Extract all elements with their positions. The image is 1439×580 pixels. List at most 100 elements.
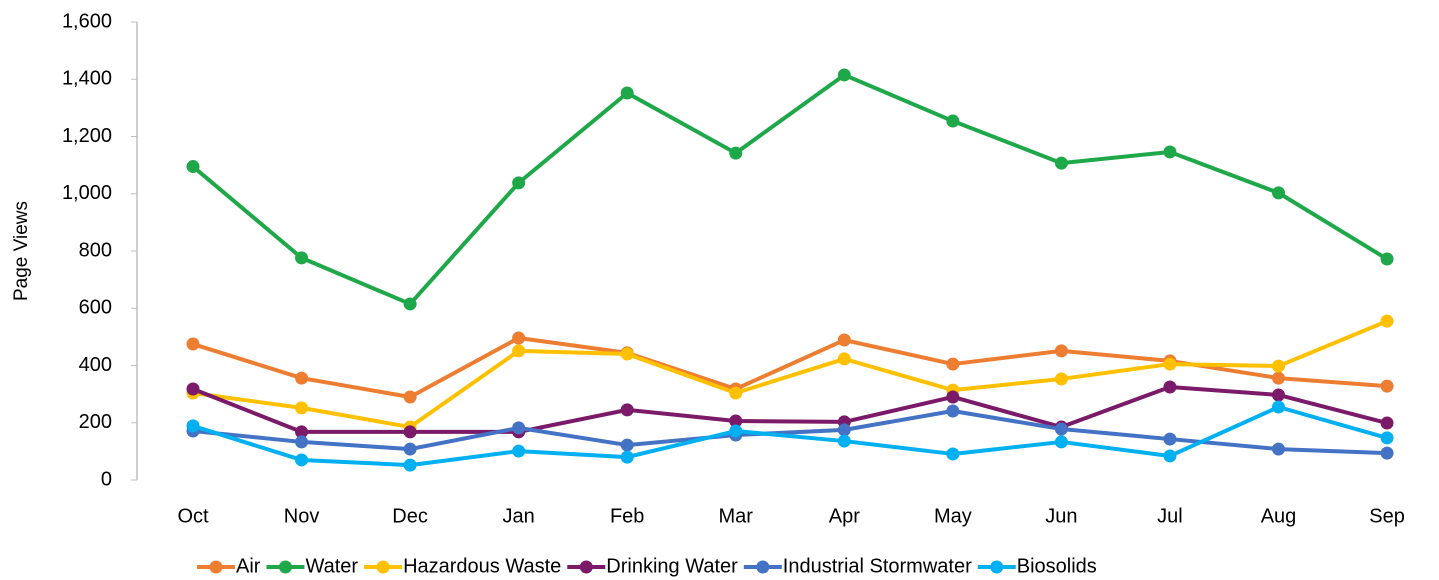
- data-point: [512, 421, 526, 435]
- x-tick-label: Jan: [503, 505, 535, 527]
- series-line: [191, 72, 1389, 306]
- legend-marker: [278, 560, 292, 574]
- data-point: [1163, 380, 1177, 394]
- legend-label: Water: [305, 555, 358, 577]
- data-point: [620, 438, 634, 452]
- data-point: [729, 414, 743, 428]
- data-point: [186, 160, 200, 174]
- data-point: [186, 419, 200, 433]
- data-point: [729, 386, 743, 400]
- data-point: [295, 401, 309, 415]
- x-tick-label: Sep: [1369, 505, 1405, 527]
- data-point: [1054, 344, 1068, 358]
- data-point: [946, 114, 960, 128]
- legend-marker: [209, 560, 223, 574]
- x-tick-label: Mar: [719, 505, 754, 527]
- data-point: [946, 390, 960, 404]
- data-point: [1272, 186, 1285, 200]
- data-point: [1163, 145, 1177, 159]
- legend-marker: [990, 560, 1004, 574]
- x-tick-label: Jun: [1045, 505, 1077, 527]
- data-point: [946, 357, 960, 371]
- data-point: [837, 423, 851, 437]
- data-point: [1163, 432, 1177, 446]
- legend-label: Biosolids: [1017, 555, 1097, 577]
- data-point: [1380, 252, 1394, 266]
- data-point: [186, 382, 200, 396]
- data-point: [620, 450, 634, 464]
- data-point: [620, 403, 634, 417]
- legend-label: Hazardous Waste: [403, 555, 561, 577]
- data-point: [1054, 372, 1068, 386]
- legend-label: Drinking Water: [606, 555, 738, 577]
- x-tick-label: Nov: [284, 505, 320, 527]
- data-point: [1163, 449, 1177, 463]
- data-point: [1380, 314, 1394, 328]
- data-point: [1380, 431, 1394, 445]
- data-point: [1054, 156, 1068, 170]
- data-point: [1272, 388, 1285, 402]
- x-tick-label: Dec: [392, 505, 428, 527]
- y-tick-label: 200: [79, 411, 112, 433]
- data-point: [946, 447, 960, 461]
- data-point: [186, 337, 200, 351]
- y-tick-label: 800: [79, 239, 112, 261]
- data-point: [295, 251, 309, 265]
- data-point: [837, 68, 851, 82]
- series-line: [192, 319, 1388, 430]
- data-point: [403, 390, 417, 404]
- data-point: [403, 442, 417, 456]
- y-axis-label: Page Views: [11, 201, 32, 301]
- data-point: [295, 371, 309, 385]
- data-point: [620, 347, 634, 361]
- data-point: [1272, 359, 1285, 373]
- data-point: [1054, 435, 1068, 449]
- data-point: [512, 344, 526, 358]
- x-tick-label: Aug: [1261, 505, 1297, 527]
- data-point: [295, 435, 309, 449]
- y-tick-label: 1,600: [62, 10, 112, 32]
- data-point: [295, 425, 309, 439]
- data-point: [1054, 422, 1068, 436]
- data-point: [946, 404, 960, 418]
- data-point: [403, 297, 417, 311]
- data-point: [1380, 416, 1394, 430]
- data-point: [403, 425, 417, 439]
- data-point: [729, 146, 743, 160]
- data-point: [1380, 379, 1394, 393]
- legend-label: Industrial Stormwater: [783, 555, 972, 577]
- data-point: [837, 333, 851, 347]
- data-point: [403, 458, 417, 472]
- y-tick-label: 0: [101, 468, 112, 490]
- data-point: [729, 424, 743, 438]
- data-point: [837, 434, 851, 448]
- legend-marker: [376, 560, 390, 574]
- y-tick-label: 1,400: [62, 68, 112, 90]
- data-point: [1272, 400, 1285, 414]
- data-point: [295, 453, 309, 467]
- x-tick-label: Oct: [177, 505, 209, 527]
- data-point: [837, 352, 851, 366]
- series-line: [192, 405, 1388, 468]
- legend-marker: [579, 560, 593, 574]
- legend-label: Air: [236, 555, 261, 577]
- y-tick-label: 600: [79, 297, 112, 319]
- data-point: [1163, 357, 1177, 371]
- data-point: [620, 86, 634, 100]
- x-tick-label: Feb: [610, 505, 644, 527]
- series-line: [192, 384, 1388, 434]
- data-point: [1272, 442, 1285, 456]
- data-point: [512, 331, 526, 345]
- data-point: [512, 444, 526, 458]
- legend-marker: [756, 560, 770, 574]
- y-tick-label: 400: [79, 354, 112, 376]
- data-point: [1272, 371, 1285, 385]
- series-line: [192, 409, 1388, 456]
- x-tick-label: Apr: [829, 505, 860, 527]
- y-tick-label: 1,000: [62, 182, 112, 204]
- data-point: [512, 176, 526, 190]
- y-tick-label: 1,200: [62, 125, 112, 147]
- x-tick-label: May: [934, 505, 972, 527]
- x-tick-label: Jul: [1157, 505, 1183, 527]
